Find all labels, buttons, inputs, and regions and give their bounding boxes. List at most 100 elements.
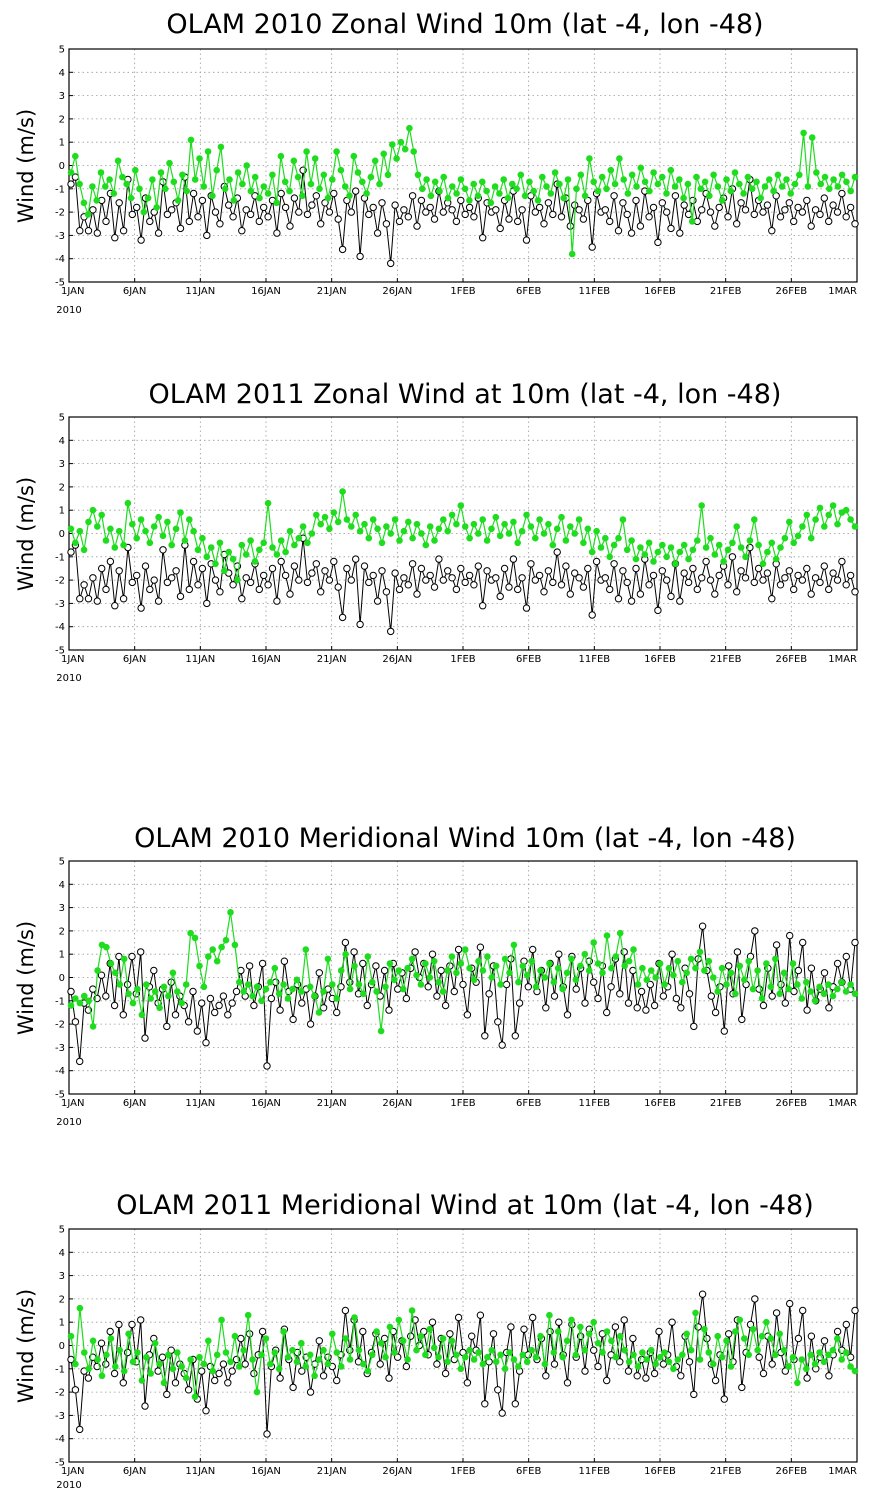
black-series-point <box>772 941 781 949</box>
x-tick-label: 11JAN <box>185 1098 215 1109</box>
x-tick-label: 1MAR <box>828 286 857 297</box>
black-series-point <box>623 210 631 219</box>
green-series-point <box>299 192 306 200</box>
green-series-point <box>350 152 358 160</box>
green-series-point <box>355 981 363 988</box>
green-series-point <box>251 558 259 565</box>
black-series-point <box>211 1376 219 1385</box>
y-tick-label: -4 <box>55 254 65 265</box>
green-series-point <box>550 978 558 986</box>
black-series-point <box>387 627 395 636</box>
green-series-point <box>847 1363 854 1370</box>
green-series-point <box>838 1356 845 1363</box>
green-series-point <box>820 1358 828 1366</box>
black-series-point <box>842 581 850 589</box>
green-series-point <box>599 969 606 977</box>
black-series-point <box>189 189 198 198</box>
x-tick-label: 1FEB <box>450 1466 475 1477</box>
black-series-point <box>851 1306 859 1315</box>
black-series-point <box>102 992 110 1000</box>
green-series-point <box>514 539 521 547</box>
black-series-point <box>321 199 329 207</box>
green-series-point <box>702 544 710 551</box>
green-series-point <box>116 1346 123 1354</box>
green-series-point <box>813 169 820 176</box>
black-series-point <box>171 1011 180 1019</box>
green-series-point <box>196 1353 203 1361</box>
black-series-point <box>698 922 707 930</box>
black-series-point <box>667 592 675 601</box>
black-series-point <box>799 1306 807 1315</box>
green-series-point <box>623 546 631 554</box>
black-series-point <box>803 564 811 573</box>
green-series-point <box>330 509 338 516</box>
green-series-point <box>772 555 780 563</box>
green-series-point <box>562 537 570 544</box>
green-series-point <box>633 183 640 190</box>
black-series-point <box>321 567 329 575</box>
black-series-point <box>211 1008 219 1017</box>
green-series-point <box>563 1337 571 1345</box>
black-series-point <box>759 208 767 216</box>
black-series-point <box>646 980 654 989</box>
y-tick-label: 3 <box>59 91 65 102</box>
green-series-point <box>205 1337 212 1345</box>
green-series-point <box>376 180 383 188</box>
green-series-point <box>143 981 150 988</box>
green-series-point <box>186 516 193 523</box>
black-series-point <box>133 203 141 212</box>
green-series-point <box>798 1356 806 1363</box>
green-series-point <box>692 1309 699 1317</box>
black-series-point <box>408 192 417 200</box>
black-series-point <box>798 208 807 216</box>
green-series-point <box>239 180 246 188</box>
green-series-point <box>453 520 460 528</box>
black-series-point <box>786 1299 794 1308</box>
green-series-point <box>119 173 126 181</box>
green-series-point <box>89 183 96 190</box>
black-series-point <box>394 1353 402 1361</box>
black-series-point <box>84 227 93 235</box>
y-tick-label: 5 <box>59 45 65 56</box>
green-series-point <box>663 553 670 561</box>
green-series-point <box>444 194 452 202</box>
green-series-point <box>221 567 228 575</box>
black-series-point <box>763 201 772 209</box>
black-series-point <box>110 1369 119 1378</box>
green-series-point <box>147 1370 154 1377</box>
black-series-point <box>594 1362 602 1371</box>
green-series-point <box>763 1318 770 1326</box>
green-series-point <box>440 173 448 181</box>
black-series-point <box>842 952 850 961</box>
green-series-point <box>615 534 622 542</box>
green-series-point <box>488 525 495 533</box>
green-series-point <box>670 971 677 979</box>
black-series-point <box>411 948 419 956</box>
black-series-point <box>452 585 461 594</box>
green-series-point <box>244 981 252 988</box>
green-series-point <box>500 176 508 183</box>
green-series-point <box>112 1363 119 1370</box>
black-series-point <box>391 569 399 577</box>
black-series-point <box>317 588 325 596</box>
black-series-point <box>750 210 758 219</box>
black-series-point <box>807 222 815 230</box>
black-series-point <box>741 206 750 214</box>
black-series-point <box>435 555 443 563</box>
black-series-point <box>277 557 285 566</box>
green-series-point <box>597 544 605 551</box>
green-series-point <box>496 532 504 540</box>
green-series-point <box>377 1027 385 1035</box>
green-series-point <box>475 1349 482 1356</box>
black-series-point <box>446 1330 454 1338</box>
green-series-point <box>834 520 841 528</box>
black-series-point <box>465 203 474 212</box>
green-series-point <box>625 957 633 965</box>
green-series-point <box>389 141 396 148</box>
y-tick-label: 4 <box>59 880 65 891</box>
green-series-point <box>107 960 115 967</box>
black-series-point <box>228 1367 236 1375</box>
green-series-point <box>89 1023 97 1030</box>
black-series-point <box>119 1011 128 1019</box>
green-series-point <box>317 520 325 528</box>
